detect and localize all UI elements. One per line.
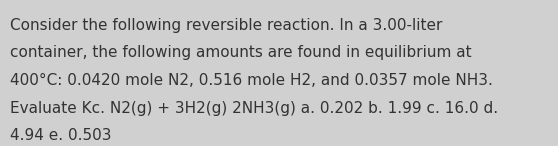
Text: container, the following amounts are found in equilibrium at: container, the following amounts are fou…: [10, 45, 472, 60]
Text: Evaluate Kc. N2(g) + 3H2(g) 2NH3(g) a. 0.202 b. 1.99 c. 16.0 d.: Evaluate Kc. N2(g) + 3H2(g) 2NH3(g) a. 0…: [10, 101, 498, 116]
Text: 400°C: 0.0420 mole N2, 0.516 mole H2, and 0.0357 mole NH3.: 400°C: 0.0420 mole N2, 0.516 mole H2, an…: [10, 73, 493, 88]
Text: Consider the following reversible reaction. In a 3.00-liter: Consider the following reversible reacti…: [10, 18, 442, 33]
Text: 4.94 e. 0.503: 4.94 e. 0.503: [10, 128, 112, 144]
